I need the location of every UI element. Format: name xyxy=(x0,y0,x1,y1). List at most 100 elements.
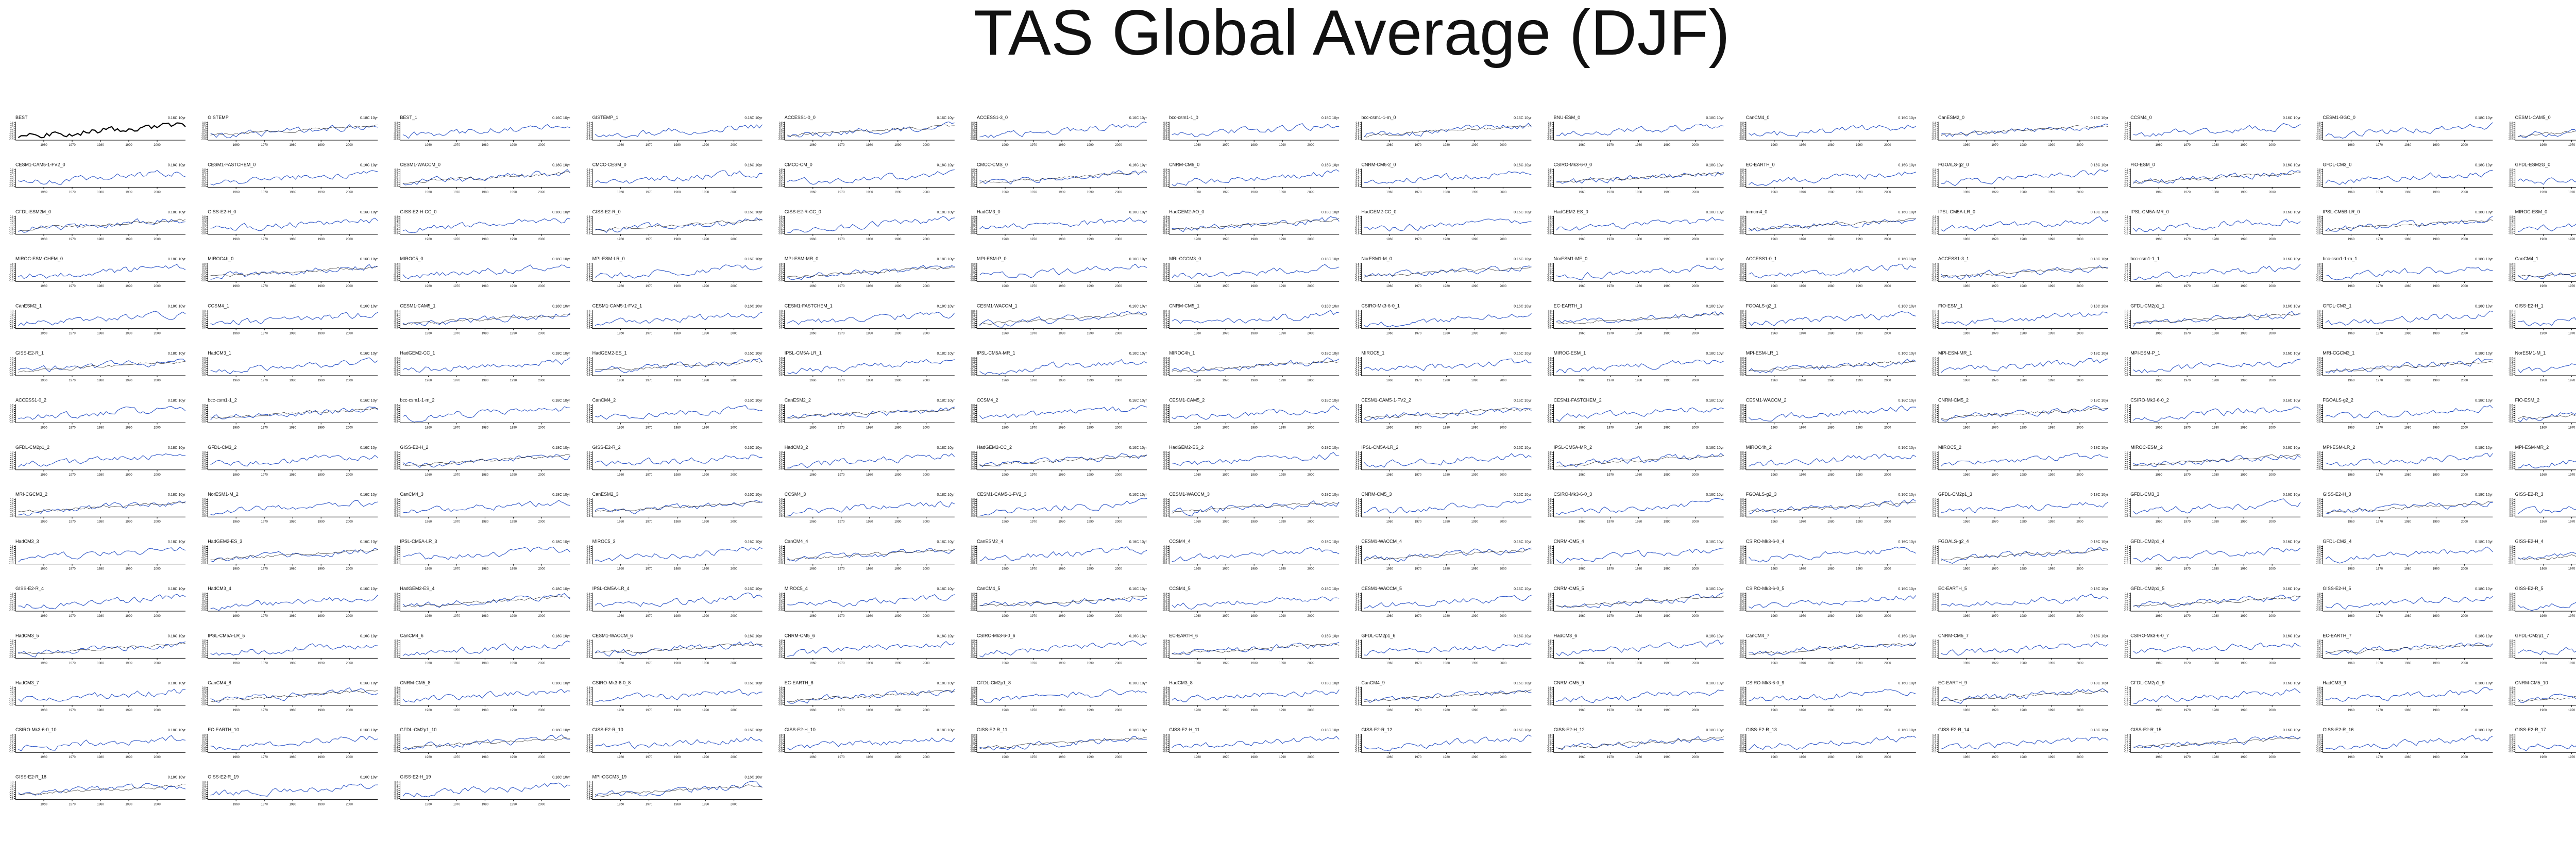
y-tick-label: -0.4 xyxy=(2316,322,2321,325)
y-tick-label: 0.0 xyxy=(1163,130,1167,133)
y-tick-label: 0.6 xyxy=(779,547,783,550)
y-tick-label: 0.4 xyxy=(1740,267,1744,270)
y-tick-label: 0.6 xyxy=(1740,312,1744,315)
companion-line xyxy=(1556,455,1724,467)
y-tick-label: 0.0 xyxy=(2317,224,2320,227)
y-tick-label: 0.0 xyxy=(2125,318,2128,321)
y-tick-label: 0.0 xyxy=(10,460,13,463)
x-tick-label: 1980 xyxy=(1443,285,1450,288)
y-tick-label: 0.6 xyxy=(1548,171,1552,174)
y-tick-label: 0.6 xyxy=(1163,218,1167,221)
y-tick-label: 0.0 xyxy=(971,412,975,415)
y-tick-label: 0.8 xyxy=(779,404,783,407)
x-tick-label: 1960 xyxy=(425,615,432,618)
series-line xyxy=(595,500,762,515)
x-tick-label: 2000 xyxy=(1115,520,1122,524)
y-tick-label: 0.8 xyxy=(587,263,590,266)
y-tick-label: 0.6 xyxy=(2317,547,2320,550)
y-tick-label: 0.0 xyxy=(1355,177,1359,180)
y-tick-label: 0.0 xyxy=(587,553,590,557)
x-tick-label: 2000 xyxy=(154,426,161,429)
series-line xyxy=(2133,455,2301,467)
y-tick-label: 0.0 xyxy=(1933,365,1936,368)
x-tick-label: 1990 xyxy=(1279,285,1286,288)
x-tick-label: 1980 xyxy=(866,285,873,288)
panel-trend-label: 0.18C 10yr xyxy=(1321,258,1340,261)
y-tick-label: 0.6 xyxy=(2317,453,2320,457)
y-tick-label: -0.8 xyxy=(2124,185,2129,188)
panel: MPI-ESM-MR_1 0.18C 10yr0.80.60.40.20.0-0.… xyxy=(1931,350,2108,382)
y-tick-label: 0.8 xyxy=(2125,169,2128,172)
y-tick-label: 0.6 xyxy=(2317,406,2320,409)
x-tick-label: 2000 xyxy=(731,332,738,335)
y-tick-label: -0.2 xyxy=(1163,556,1167,559)
x-tick-label: 1970 xyxy=(1030,568,1037,571)
companion-line xyxy=(1364,266,1532,278)
y-tick-label: 0.6 xyxy=(10,359,13,362)
y-tick-label: 0.4 xyxy=(2125,408,2128,411)
panel-trend-label: 0.18C 10yr xyxy=(168,399,186,402)
y-tick-label: 0.8 xyxy=(779,545,783,548)
y-tick-label: -0.8 xyxy=(2316,468,2321,471)
series-line xyxy=(979,405,1147,419)
x-tick-label: 1970 xyxy=(2568,379,2575,382)
y-tick-label: -0.8 xyxy=(201,374,206,377)
y-tick-label: -0.8 xyxy=(394,468,398,471)
y-tick-label: -0.4 xyxy=(2316,464,2321,467)
panel: bcc-csm1-1_1 0.16C 10yr0.80.60.40.20.0-0.… xyxy=(2124,256,2301,288)
x-tick-label: 1990 xyxy=(702,285,709,288)
x-tick-label: 1960 xyxy=(1963,474,1970,477)
panel: GFDL-CM3_3 0.16C 10yr0.80.60.40.20.0-0.2-… xyxy=(2124,492,2301,524)
y-tick-label: 0.8 xyxy=(1163,357,1167,360)
y-tick-label: 0.0 xyxy=(2317,318,2320,321)
y-tick-label: 0.2 xyxy=(1933,269,1936,272)
y-tick-label: -0.8 xyxy=(1547,185,1552,188)
x-tick-label: 1980 xyxy=(482,144,489,147)
y-tick-label: 0.8 xyxy=(1355,122,1359,125)
y-tick-label: -0.8 xyxy=(201,468,206,471)
x-tick-label: 2000 xyxy=(538,520,546,524)
y-tick-label: -0.6 xyxy=(1355,136,1360,139)
y-tick-label: -0.6 xyxy=(394,418,398,422)
y-tick-label: 0.4 xyxy=(202,361,206,364)
y-tick-label: 0.4 xyxy=(2317,502,2320,506)
y-tick-label: -0.6 xyxy=(201,418,206,422)
x-tick-label: 2000 xyxy=(538,568,546,571)
panel-trend-label: 0.16C 10yr xyxy=(744,352,762,356)
y-tick-label: -0.2 xyxy=(1739,556,1744,559)
x-tick-label: 1970 xyxy=(1415,568,1422,571)
panel-trend-label: 0.18C 10yr xyxy=(1706,399,1724,402)
y-tick-label: 0.4 xyxy=(971,408,975,411)
x-tick-label: 2000 xyxy=(346,332,353,335)
y-tick-label: -0.2 xyxy=(1547,509,1552,512)
series-line xyxy=(2518,317,2576,327)
panel: MIROC-ESM-CHEM_0 0.18C 10yr0.80.60.40.20.… xyxy=(9,256,185,288)
y-tick-label: 0.2 xyxy=(1740,363,1744,366)
panel-title: ACCESS1-3_0 xyxy=(977,115,1008,120)
y-tick-label: 0.4 xyxy=(394,456,398,459)
y-tick-label: -0.4 xyxy=(9,511,13,514)
x-tick-label: 1990 xyxy=(510,144,517,147)
x-tick-label: 1980 xyxy=(2020,332,2027,335)
y-tick-label: -0.2 xyxy=(394,367,398,371)
y-tick-label: -0.4 xyxy=(1739,369,1744,373)
y-tick-label: 0.2 xyxy=(587,269,590,272)
x-tick-label: 1990 xyxy=(2433,568,2440,571)
panel-trend-label: 0.18C 10yr xyxy=(2475,163,2493,167)
x-tick-label: 1980 xyxy=(674,520,681,524)
y-tick-label: 0.6 xyxy=(1163,171,1167,174)
y-tick-label: -0.6 xyxy=(9,230,13,233)
y-tick-label: -0.6 xyxy=(2509,183,2513,186)
x-tick-label: 2000 xyxy=(1884,144,1891,147)
panel-title: IPSL-CM5A-LR_2 xyxy=(1361,445,1398,450)
y-tick-label: 0.0 xyxy=(10,177,13,180)
y-tick-label: 0.2 xyxy=(1163,269,1167,272)
y-tick-label: 0.8 xyxy=(1163,498,1167,501)
x-tick-label: 1970 xyxy=(1030,474,1037,477)
y-tick-label: 0.0 xyxy=(2510,271,2513,274)
y-tick-label: -0.4 xyxy=(394,275,398,278)
y-tick-label: 0.2 xyxy=(1740,269,1744,272)
panel-trend-label: 0.16C 10yr xyxy=(1514,211,1532,214)
x-tick-label: 1980 xyxy=(482,332,489,335)
panel-trend-label: 0.18C 10yr xyxy=(2475,116,2493,120)
